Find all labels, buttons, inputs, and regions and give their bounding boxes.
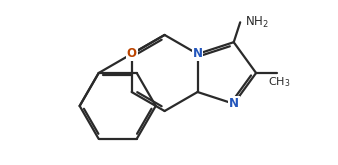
Text: CH$_3$: CH$_3$ [268, 76, 290, 89]
Text: NH$_2$: NH$_2$ [245, 15, 269, 30]
Text: O: O [127, 48, 137, 60]
Text: N: N [229, 97, 239, 110]
Text: N: N [193, 48, 202, 60]
